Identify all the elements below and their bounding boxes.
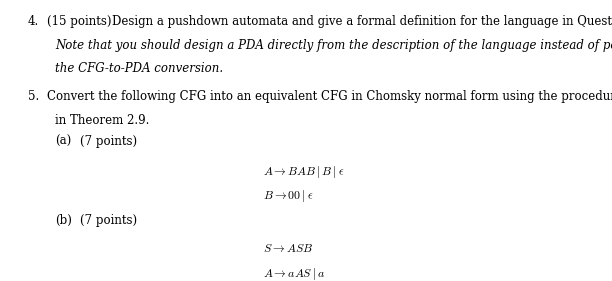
- Text: Convert the following CFG into an equivalent CFG in Chomsky normal form using th: Convert the following CFG into an equiva…: [47, 90, 612, 103]
- Text: 4.: 4.: [28, 15, 39, 28]
- Text: 5.: 5.: [28, 90, 39, 103]
- Text: $S \rightarrow ASB$: $S \rightarrow ASB$: [263, 242, 313, 255]
- Text: (a): (a): [55, 135, 72, 148]
- Text: Design a pushdown automata and give a formal definition for the language in Ques: Design a pushdown automata and give a fo…: [112, 15, 612, 28]
- Text: $A \rightarrow aAS \mid a$: $A \rightarrow aAS \mid a$: [263, 266, 326, 281]
- Text: (7 points): (7 points): [80, 214, 137, 226]
- Text: $B \rightarrow 00 \mid \epsilon$: $B \rightarrow 00 \mid \epsilon$: [263, 188, 314, 204]
- Text: (b): (b): [55, 214, 72, 226]
- Text: Note that you should design a PDA directly from the description of the language : Note that you should design a PDA direct…: [55, 39, 612, 52]
- Text: (15 points): (15 points): [47, 15, 111, 28]
- Text: in Theorem 2.9.: in Theorem 2.9.: [55, 114, 149, 127]
- Text: (7 points): (7 points): [80, 135, 137, 148]
- Text: the CFG-to-PDA conversion.: the CFG-to-PDA conversion.: [55, 62, 223, 75]
- Text: $A \rightarrow BAB \mid B \mid \epsilon$: $A \rightarrow BAB \mid B \mid \epsilon$: [263, 164, 345, 180]
